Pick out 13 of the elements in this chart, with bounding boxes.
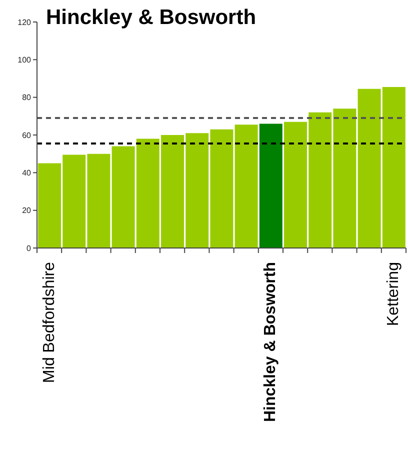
y-tick-label: 100 — [18, 56, 32, 65]
bar — [234, 124, 258, 248]
y-tick-label: 0 — [26, 244, 32, 253]
y-tick-label: 60 — [22, 130, 32, 140]
x-tick-label: Kettering — [385, 262, 402, 326]
y-tick-label: 120 — [18, 18, 32, 27]
bar — [259, 124, 282, 248]
x-tick-label: Hinckley & Bosworth — [262, 262, 280, 422]
y-tick-label: 80 — [22, 93, 32, 102]
chart-title: Hinckley & Bosworth — [46, 6, 256, 30]
y-tick-label: 20 — [22, 206, 32, 216]
x-tick-label: Mid Bedfordshire — [40, 262, 58, 383]
y-tick-label: 40 — [22, 168, 32, 178]
